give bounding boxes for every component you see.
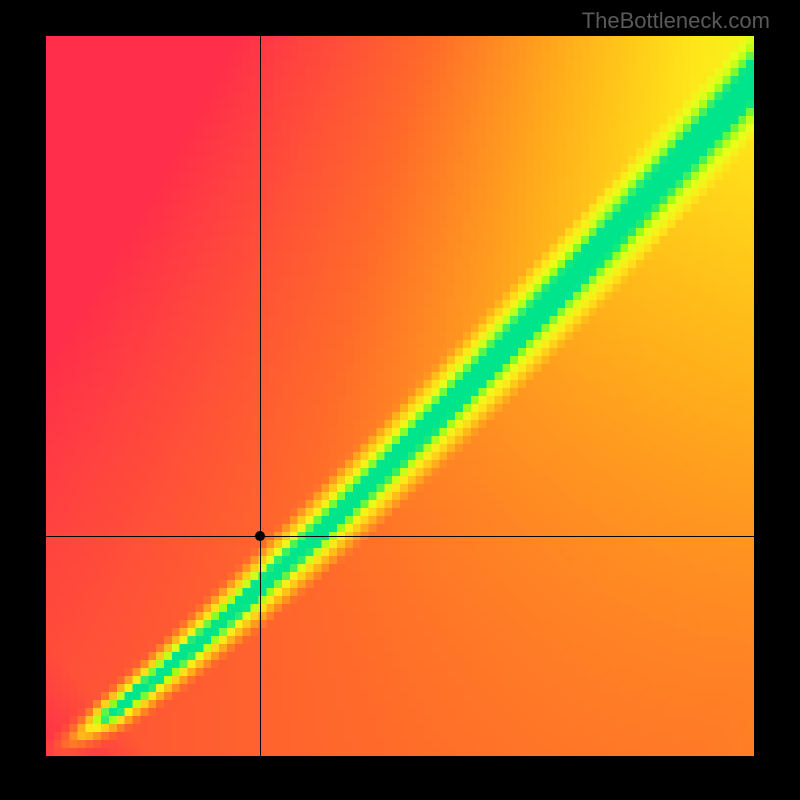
plot-frame xyxy=(46,36,754,756)
marker-dot xyxy=(255,531,265,541)
root: TheBottleneck.com xyxy=(0,0,800,800)
heatmap-canvas xyxy=(46,36,754,756)
crosshair-vertical xyxy=(260,36,261,756)
crosshair-horizontal xyxy=(46,536,754,537)
watermark-text: TheBottleneck.com xyxy=(582,8,770,34)
